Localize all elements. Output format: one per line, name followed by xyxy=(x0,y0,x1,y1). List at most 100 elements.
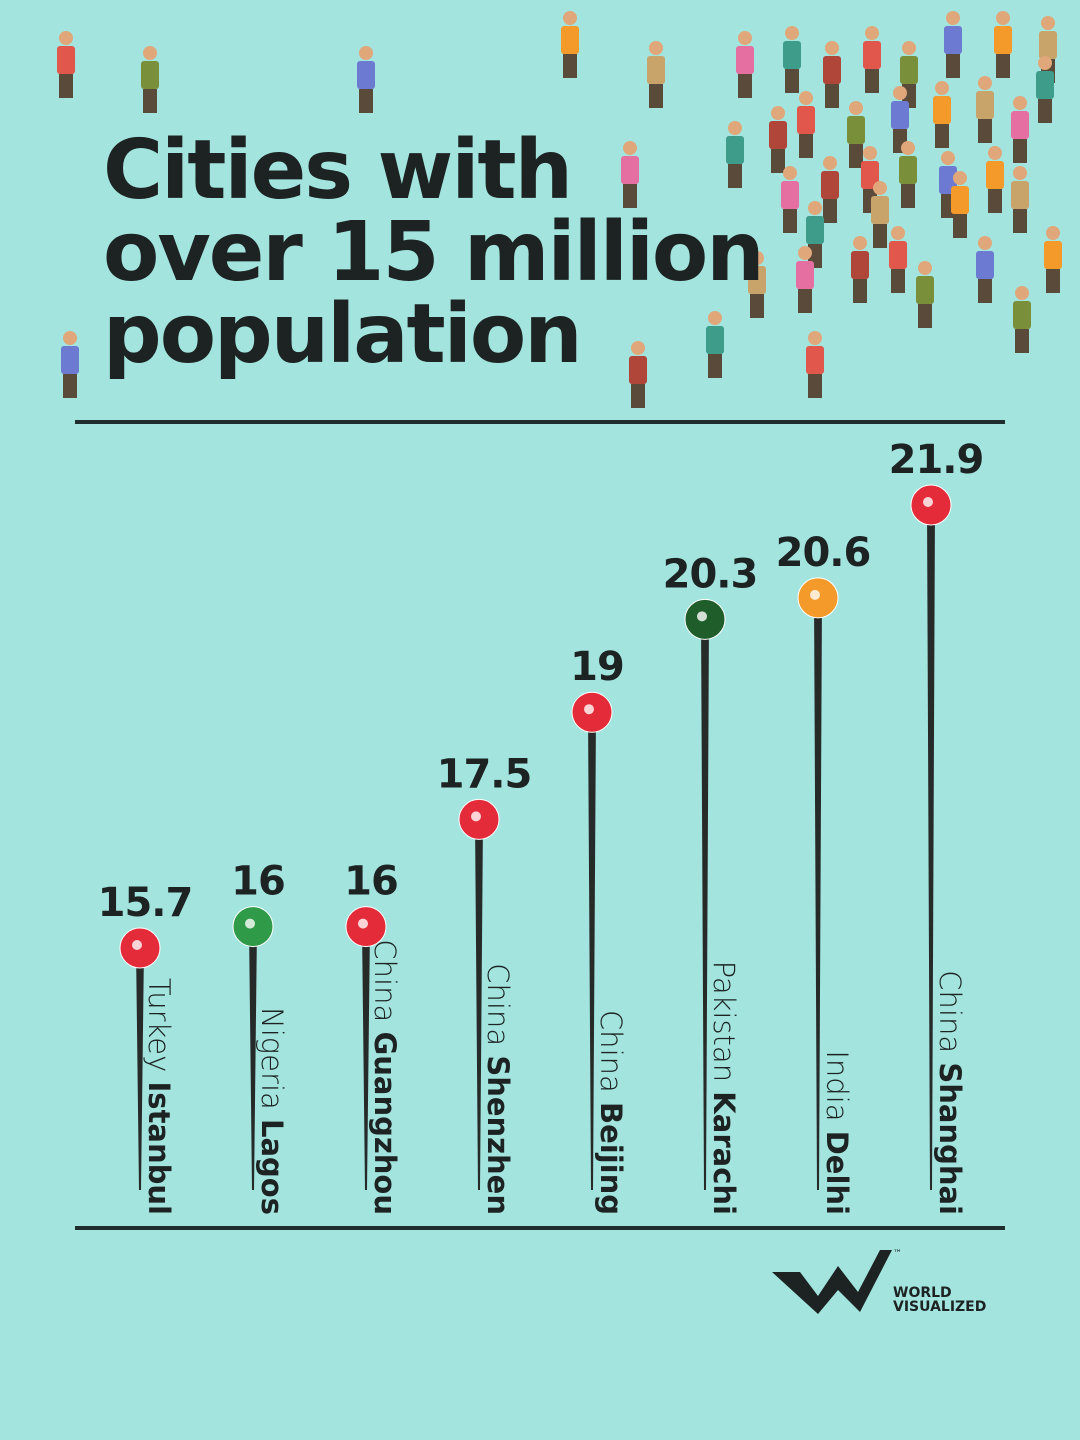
person-head xyxy=(783,166,797,180)
person xyxy=(736,31,754,98)
person-legs xyxy=(563,54,577,78)
person xyxy=(823,41,841,108)
person-head xyxy=(708,311,722,325)
person-head xyxy=(873,181,887,195)
person xyxy=(796,246,814,313)
city-name: Lagos xyxy=(255,1119,289,1215)
flag-detail xyxy=(471,811,481,822)
person-legs xyxy=(799,134,813,158)
person-head xyxy=(738,31,752,45)
person xyxy=(851,236,869,303)
person-head xyxy=(893,86,907,100)
logo-mark xyxy=(772,1250,892,1314)
person-legs xyxy=(823,199,837,223)
person-legs xyxy=(978,119,992,143)
stick xyxy=(927,505,935,1190)
country-name: China xyxy=(933,970,967,1053)
flag-detail xyxy=(584,704,594,715)
person-body xyxy=(871,196,889,224)
person-body xyxy=(621,156,639,184)
person xyxy=(726,121,744,188)
city-name: Beijing xyxy=(594,1102,628,1215)
person-legs xyxy=(891,269,905,293)
person xyxy=(781,166,799,233)
person-head xyxy=(1038,56,1052,70)
person-head xyxy=(1013,96,1027,110)
person-head xyxy=(59,31,73,45)
value-label: 17.5 xyxy=(437,751,532,797)
person-legs xyxy=(785,69,799,93)
person-legs xyxy=(750,294,764,318)
person-body xyxy=(706,326,724,354)
person-body xyxy=(736,46,754,74)
person-body xyxy=(783,41,801,69)
person-legs xyxy=(935,124,949,148)
person xyxy=(889,226,907,293)
person xyxy=(986,146,1004,213)
person xyxy=(61,331,79,398)
stick xyxy=(249,926,257,1190)
flag-detail xyxy=(132,940,142,950)
value-label: 16 xyxy=(344,859,398,905)
flag-detail xyxy=(923,497,933,507)
person-legs xyxy=(63,374,77,398)
person-legs xyxy=(808,374,822,398)
person-legs xyxy=(988,189,1002,213)
country-name: China xyxy=(368,939,402,1022)
person xyxy=(933,81,951,148)
person-head xyxy=(865,26,879,40)
person-head xyxy=(1013,166,1027,180)
person-legs xyxy=(738,74,752,98)
person-head xyxy=(1041,16,1055,30)
person-head xyxy=(750,251,764,265)
person-head xyxy=(798,246,812,260)
person xyxy=(1011,166,1029,233)
person-body xyxy=(806,346,824,374)
value-label: 15.7 xyxy=(98,880,193,926)
person-body xyxy=(851,251,869,279)
chart-title-line: Cities with xyxy=(103,123,571,218)
person-legs xyxy=(978,279,992,303)
person xyxy=(1044,226,1062,293)
person-head xyxy=(941,151,955,165)
person-legs xyxy=(901,184,915,208)
person-legs xyxy=(59,74,73,98)
person-body xyxy=(899,156,917,184)
person-body xyxy=(1036,71,1054,99)
person-head xyxy=(996,11,1010,25)
person-head xyxy=(935,81,949,95)
person-head xyxy=(853,236,867,250)
person-legs xyxy=(865,69,879,93)
person-body xyxy=(726,136,744,164)
person xyxy=(357,46,375,113)
person-legs xyxy=(143,89,157,113)
person xyxy=(141,46,159,113)
person-head xyxy=(978,76,992,90)
person-legs xyxy=(1038,99,1052,123)
person-legs xyxy=(623,184,637,208)
person xyxy=(1036,56,1054,123)
person-body xyxy=(1044,241,1062,269)
person-body xyxy=(796,261,814,289)
person-head xyxy=(359,46,373,60)
person-body xyxy=(1011,181,1029,209)
flag-detail xyxy=(697,611,707,622)
person-head xyxy=(631,341,645,355)
value-label: 20.3 xyxy=(663,551,758,597)
value-label: 16 xyxy=(231,859,285,905)
person-body xyxy=(769,121,787,149)
person-body xyxy=(900,56,918,84)
person-legs xyxy=(1015,329,1029,353)
person-head xyxy=(771,106,785,120)
category-label: China Shenzhen xyxy=(481,963,515,1215)
person-legs xyxy=(918,304,932,328)
person xyxy=(916,261,934,328)
value-label: 20.6 xyxy=(776,530,871,576)
person-legs xyxy=(996,54,1010,78)
person-legs xyxy=(849,144,863,168)
person xyxy=(769,106,787,173)
person xyxy=(1013,286,1031,353)
category-label: China Beijing xyxy=(594,1010,628,1215)
person-head xyxy=(728,121,742,135)
